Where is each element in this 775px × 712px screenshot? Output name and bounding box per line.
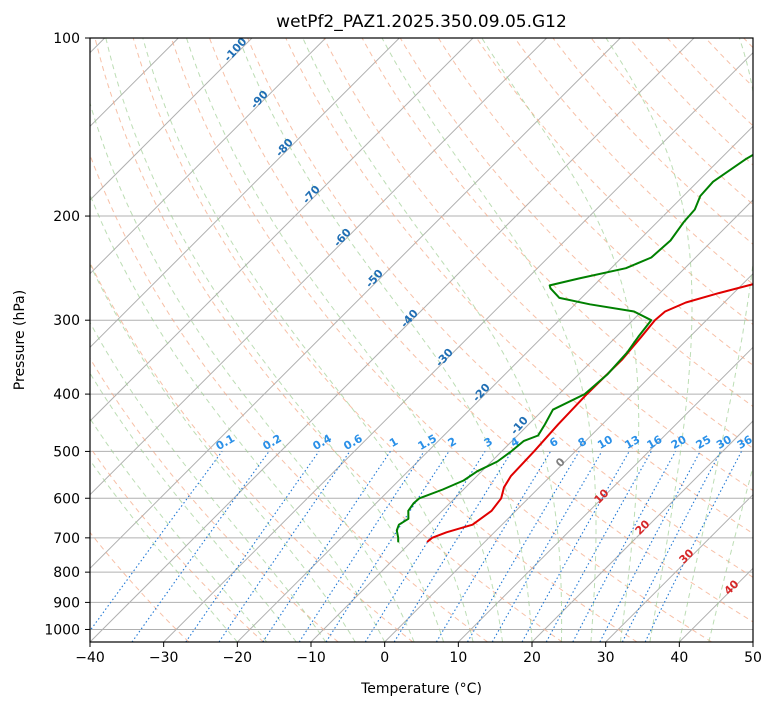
x-tick-label: 40: [670, 650, 688, 666]
y-tick-label: 300: [53, 313, 80, 329]
x-axis-label: Temperature (°C): [360, 681, 482, 697]
x-tick-label: −40: [75, 650, 105, 666]
y-tick-label: 200: [53, 209, 80, 225]
chart-title: wetPf2_PAZ1.2025.350.09.05.G12: [276, 12, 567, 32]
y-tick-label: 800: [53, 565, 80, 581]
x-tick-label: −10: [296, 650, 326, 666]
y-tick-label: 700: [53, 531, 80, 547]
x-tick-label: −20: [223, 650, 253, 666]
x-tick-label: 50: [744, 650, 762, 666]
y-tick-label: 1000: [44, 622, 80, 638]
y-tick-label: 900: [53, 595, 80, 611]
y-tick-label: 100: [53, 31, 80, 47]
x-tick-label: 10: [449, 650, 467, 666]
x-tick-label: −30: [149, 650, 179, 666]
y-tick-label: 500: [53, 444, 80, 460]
y-axis-label: Pressure (hPa): [12, 290, 28, 390]
y-tick-label: 600: [53, 491, 80, 507]
x-tick-label: 20: [523, 650, 541, 666]
x-tick-label: 30: [597, 650, 615, 666]
x-tick-label: 0: [380, 650, 389, 666]
y-tick-label: 400: [53, 387, 80, 403]
